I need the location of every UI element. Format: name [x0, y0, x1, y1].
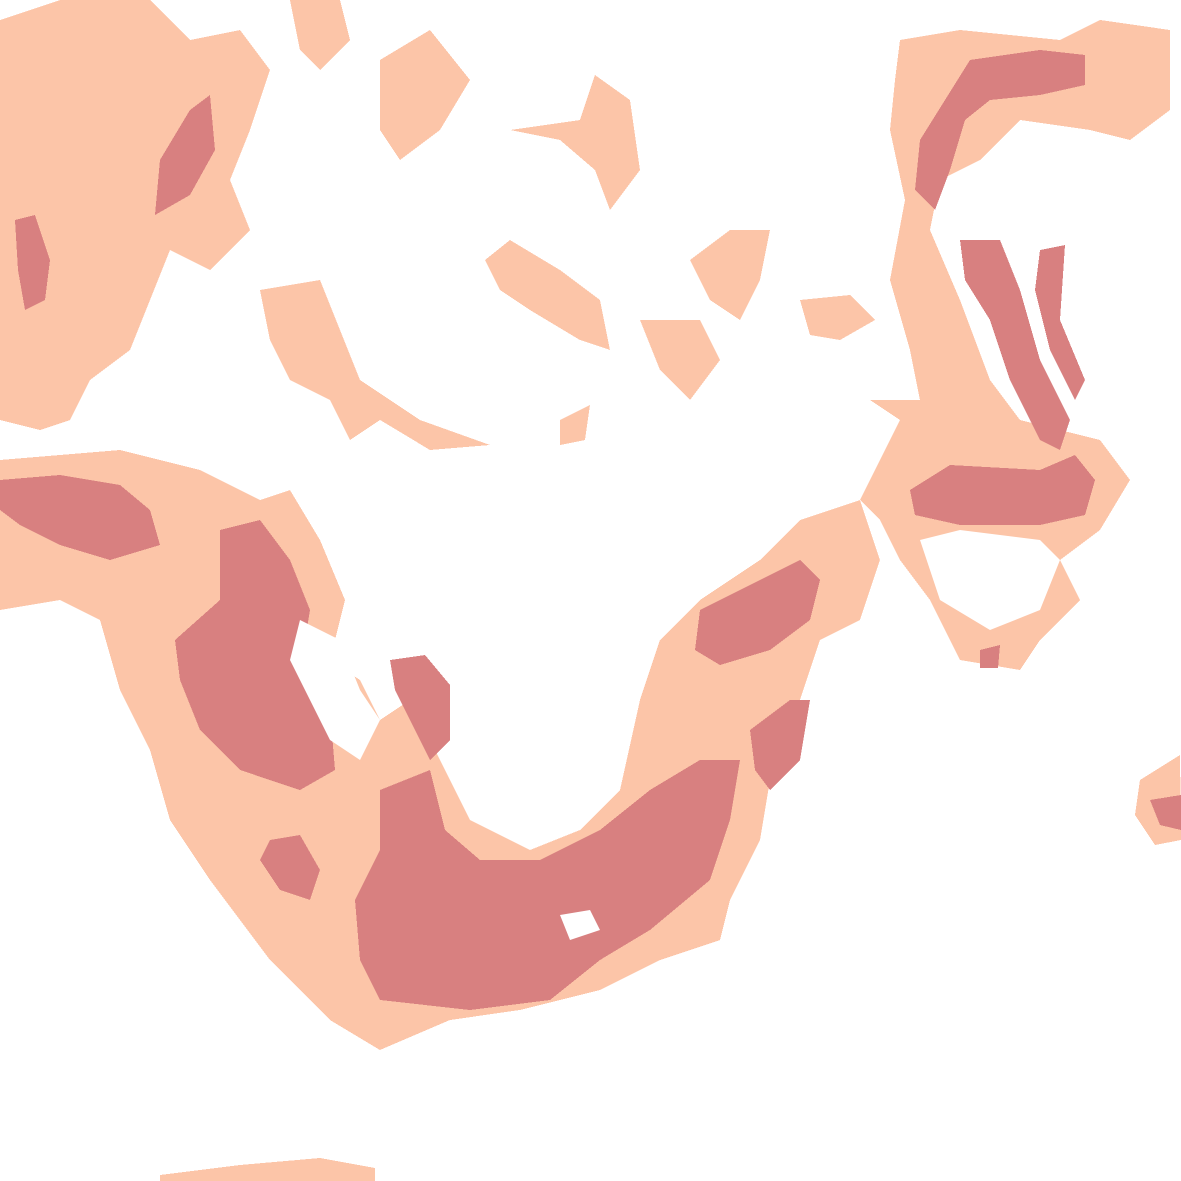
gap-south-pocket	[560, 910, 600, 940]
gap-center-notch	[290, 620, 380, 760]
high-region-south-mass	[260, 760, 740, 1010]
low-region-center-band	[260, 280, 490, 450]
high-region-northeast	[915, 50, 1085, 210]
high-region-east-band	[910, 455, 1095, 525]
high-region-center-east	[695, 560, 820, 665]
high-region-small-east	[980, 645, 1000, 668]
high-region-hook	[390, 655, 450, 760]
high-region-west-band	[0, 475, 160, 560]
gap-east-notch	[920, 530, 1060, 630]
high-class-regions	[0, 50, 1181, 1010]
high-region-east-column	[960, 240, 1085, 450]
high-region-east-tail	[750, 700, 810, 790]
map-gaps	[290, 530, 1060, 940]
low-region-top-strip	[290, 0, 470, 160]
low-region-bottom-strip	[160, 1158, 375, 1181]
high-region-east-islet	[1150, 795, 1181, 830]
high-region-southwest	[175, 520, 335, 790]
high-region-top-left-blob	[155, 95, 215, 215]
high-region-left-sliver	[15, 215, 50, 310]
low-region-center-mid	[485, 230, 875, 445]
low-region-center-top	[510, 75, 640, 210]
